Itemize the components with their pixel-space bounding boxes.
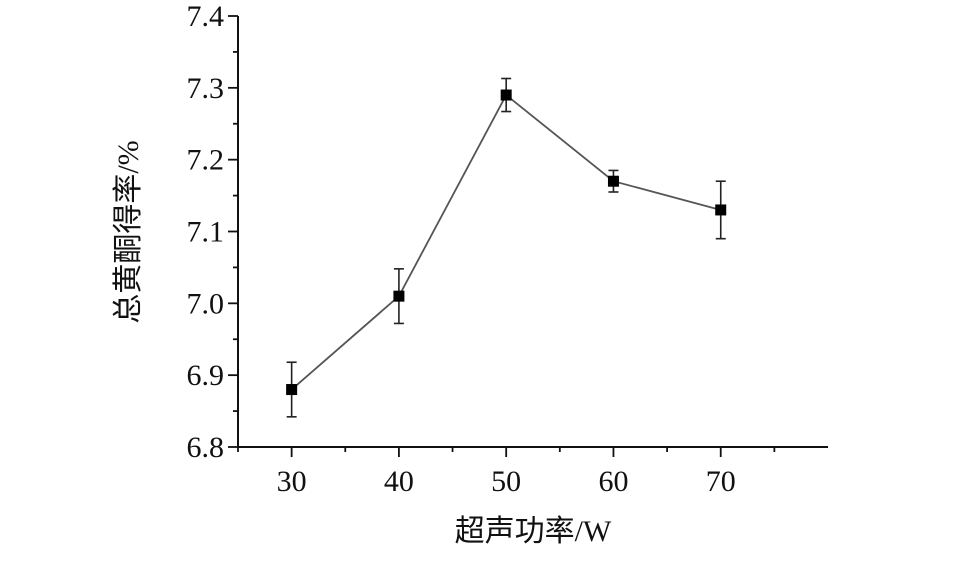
series-line	[291, 93, 721, 391]
y-tick-label: 7.0	[187, 287, 225, 320]
y-axis-title: 总黄酮得率/%	[112, 140, 145, 323]
x-tick-label: 40	[384, 465, 414, 498]
x-tick-label: 50	[491, 465, 521, 498]
y-axis-ticks: 6.8 6.9 7.0 7.1 7.2 7.3 7.4	[187, 0, 238, 464]
y-tick-label: 7.3	[187, 72, 225, 105]
x-tick-label: 60	[598, 465, 628, 498]
x-axis-ticks: 30 40 50 60 70	[237, 447, 776, 498]
data-point	[393, 290, 405, 302]
y-tick-label: 7.1	[187, 216, 225, 249]
y-tick-label: 6.9	[187, 359, 225, 392]
x-tick-label: 30	[277, 465, 307, 498]
axes	[237, 16, 828, 448]
x-axis-title: 超声功率/W	[455, 515, 612, 548]
data-point	[500, 89, 512, 101]
y-tick-label: 6.8	[187, 431, 225, 464]
x-tick-label: 70	[706, 465, 736, 498]
y-tick-label: 7.2	[187, 144, 225, 177]
data-point	[715, 204, 727, 216]
data-point	[286, 384, 298, 396]
data-point	[607, 175, 619, 187]
plot-area	[286, 77, 727, 418]
y-tick-label: 7.4	[187, 0, 225, 33]
